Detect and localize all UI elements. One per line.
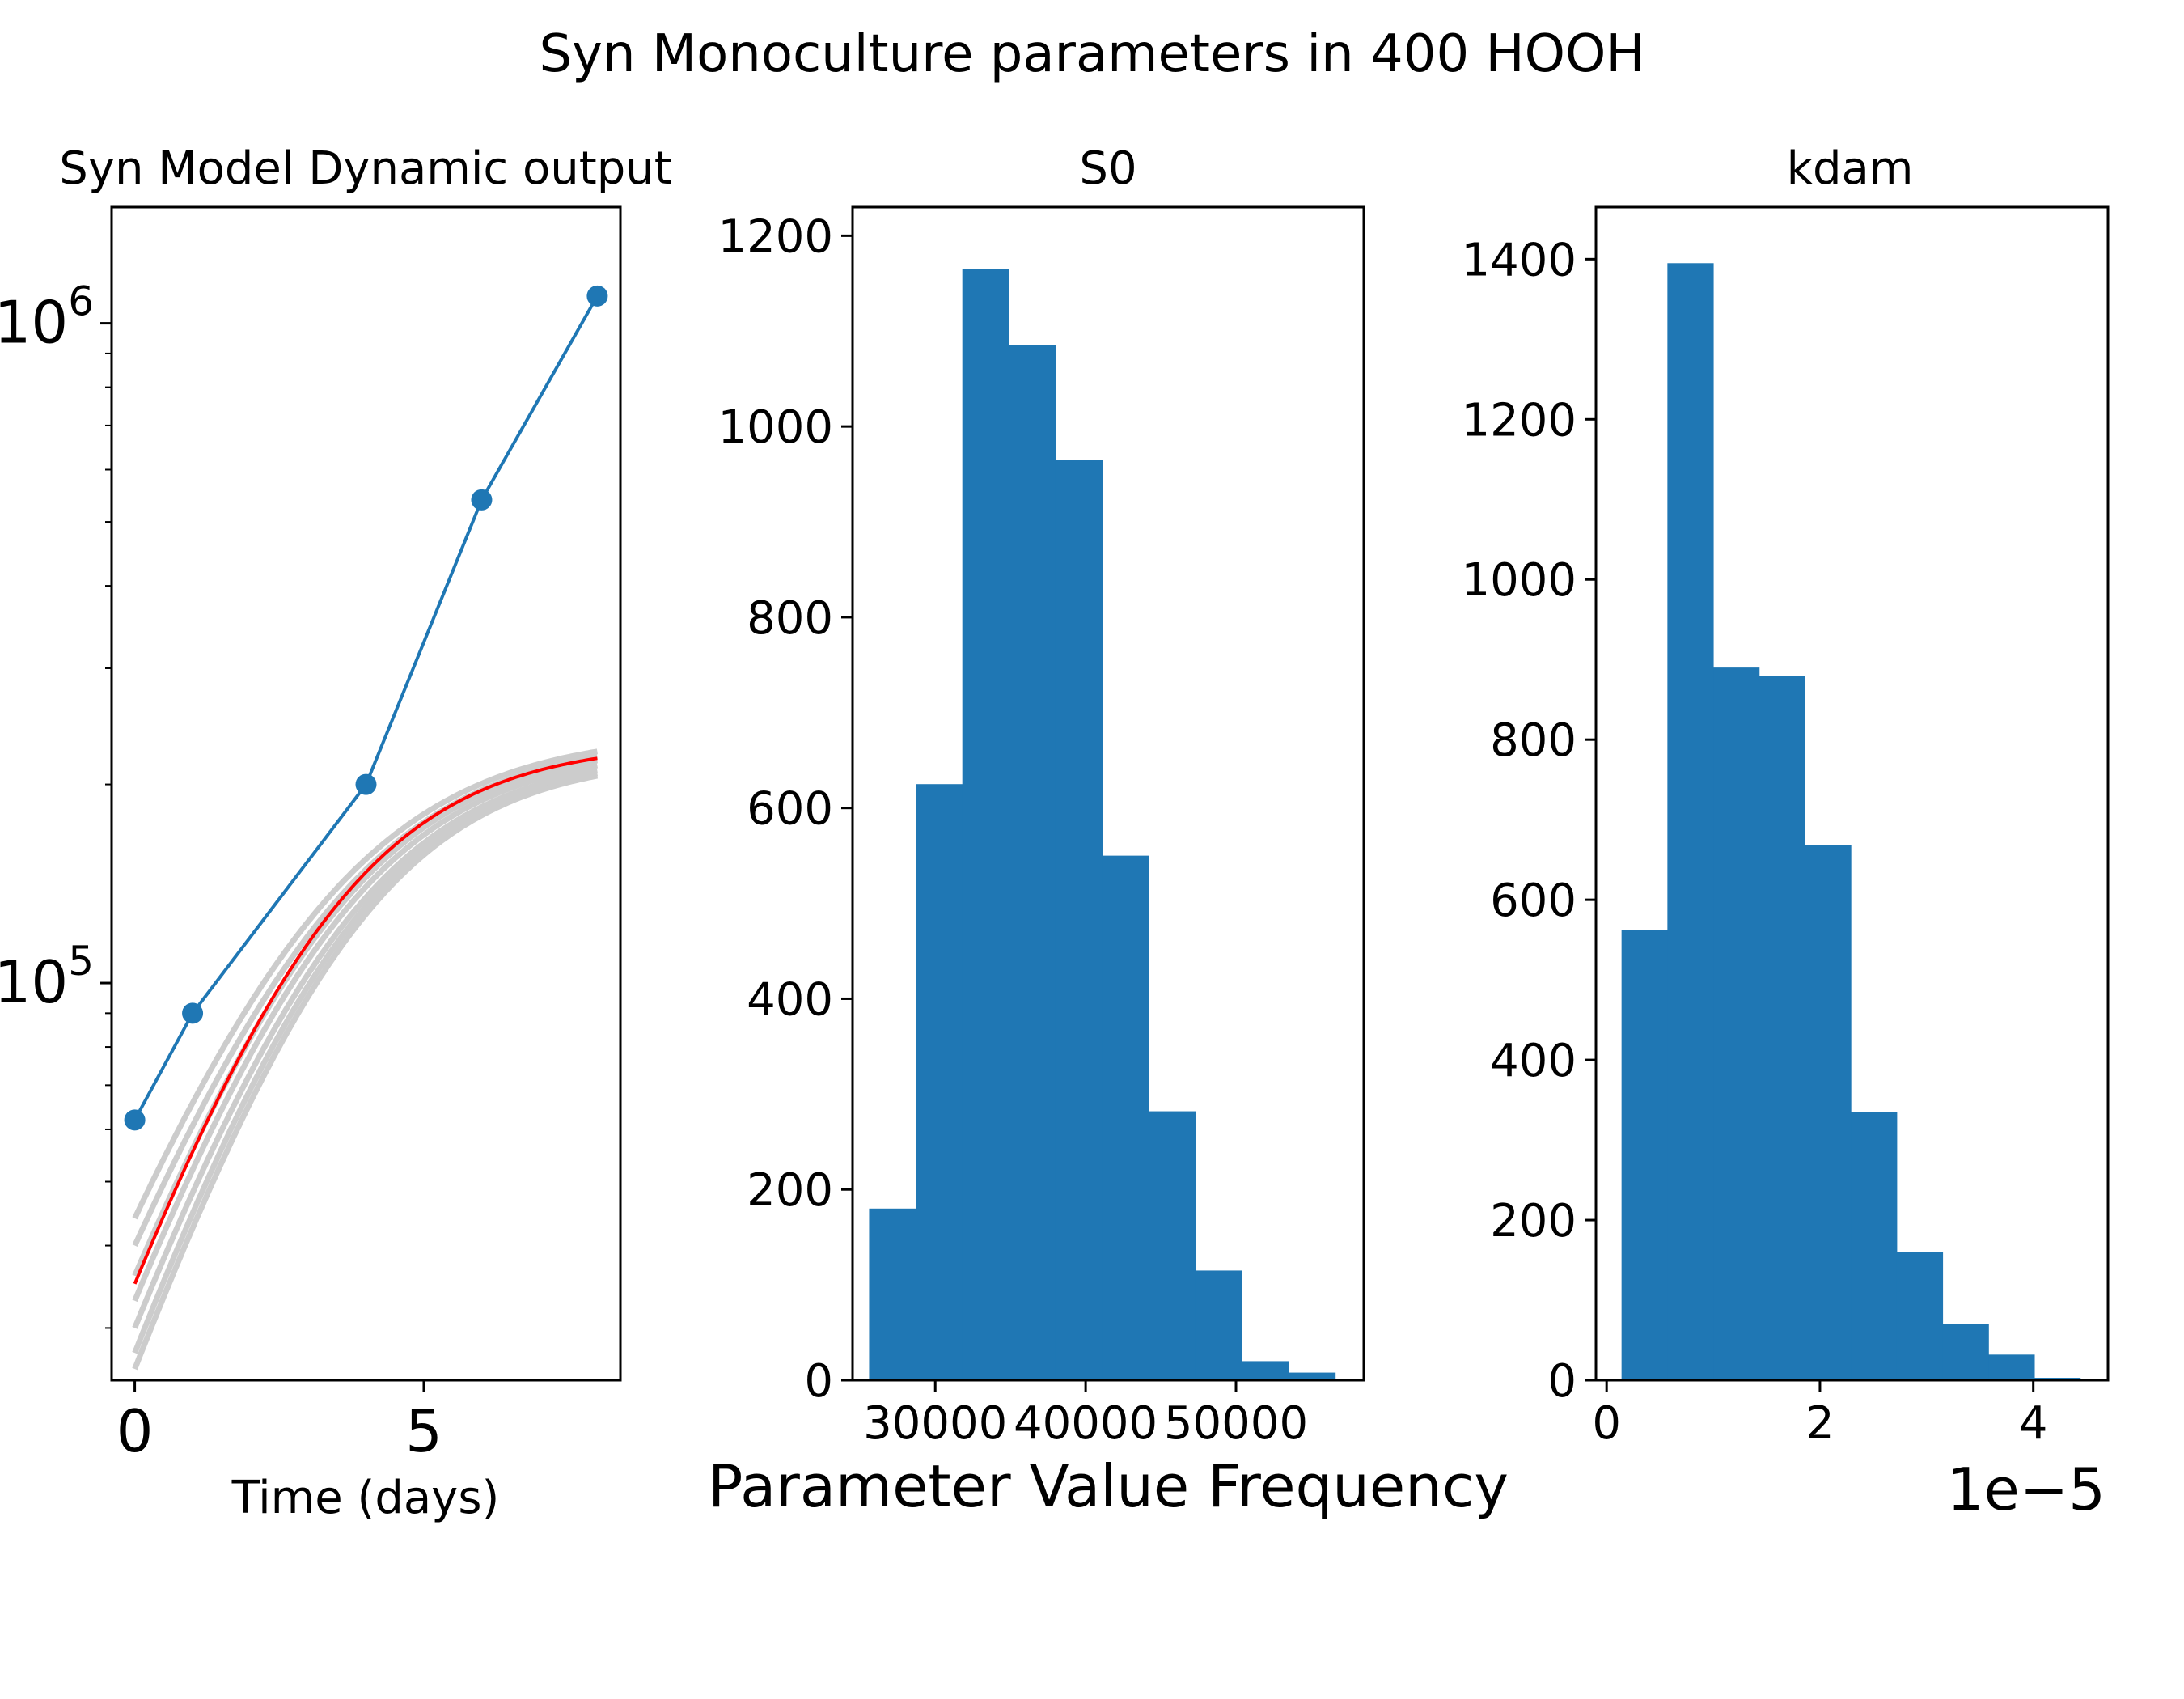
y-tick-label: 1200 xyxy=(717,210,833,263)
y-tick-label: 0 xyxy=(804,1355,833,1408)
figure-suptitle: Syn Monoculture parameters in 400 HOOH xyxy=(539,24,1644,84)
x-tick-label: 4 xyxy=(2019,1397,2048,1450)
histogram-bar xyxy=(1713,667,1760,1380)
histogram-bar xyxy=(1242,1361,1289,1380)
y-tick-label: 0 xyxy=(1547,1355,1577,1408)
y-tick-label: 400 xyxy=(747,973,833,1026)
kdam-title: kdam xyxy=(1787,142,1914,195)
histogram-bar xyxy=(1102,855,1149,1380)
s0-plot-area xyxy=(869,269,1336,1381)
histogram-bar xyxy=(1667,263,1714,1381)
x-tick-label: 30000 xyxy=(863,1397,1007,1450)
y-tick-label: 800 xyxy=(1490,714,1577,767)
histogram-bar xyxy=(1851,1112,1898,1380)
histogram-bar xyxy=(1195,1270,1242,1380)
dynamic-output-xlabel: Time (days) xyxy=(231,1472,500,1524)
x-tick-label: 40000 xyxy=(1014,1397,1158,1450)
best-fit-line xyxy=(133,756,598,1285)
ensemble-line-4 xyxy=(132,768,599,1329)
x-tick-label: 50000 xyxy=(1164,1397,1308,1450)
data-point xyxy=(355,773,377,795)
kdam-frame xyxy=(1594,205,2110,1382)
y-tick-label: 400 xyxy=(1490,1035,1577,1087)
data-line xyxy=(133,294,599,1121)
y-tick-label: 800 xyxy=(747,592,833,645)
x-tick-label: 2 xyxy=(1805,1397,1835,1450)
y-tick-label: 1000 xyxy=(717,401,833,454)
ensemble-line-5 xyxy=(132,770,599,1354)
histogram-bar xyxy=(962,269,1009,1381)
kdam-plot-area xyxy=(1621,263,2081,1381)
histogram-bar xyxy=(1805,845,1852,1380)
kdam-offset-text: 1e−5 xyxy=(1947,1455,2106,1523)
kdam-histogram-panel: kdam 0 2 4 0 200 400 600 800 1000 1200 1400 1e−5 xyxy=(1461,142,2110,1523)
histogram-bar xyxy=(1289,1372,1336,1380)
histogram-bar xyxy=(1149,1111,1196,1380)
histogram-bar xyxy=(1055,460,1103,1380)
s0-histogram-panel: S0 30000 40000 50000 0 200 400 600 800 1000 1200 xyxy=(717,142,1365,1450)
histogram-bar xyxy=(1621,930,1668,1380)
dynamic-output-ticks: 0 5 105 106 xyxy=(0,278,442,1465)
y-tick-label: 1200 xyxy=(1461,394,1577,447)
x-tick-label: 5 xyxy=(405,1397,442,1465)
histogram-bar xyxy=(869,1208,916,1380)
s0-frame xyxy=(851,205,1365,1382)
s0-ticks: 30000 40000 50000 0 200 400 600 800 1000 1200 xyxy=(717,210,1308,1450)
data-point xyxy=(124,1109,146,1131)
ensemble-line-0 xyxy=(132,748,598,1220)
s0-title: S0 xyxy=(1079,142,1136,195)
y-tick-label: 600 xyxy=(747,783,833,836)
dynamic-output-plot-area xyxy=(124,285,608,1371)
x-tick-label: 0 xyxy=(1592,1397,1621,1450)
y-tick-label: 600 xyxy=(1490,875,1577,927)
y-tick-label: 200 xyxy=(1490,1195,1577,1248)
histogram-bar xyxy=(1759,676,1805,1380)
y-tick-label: 1400 xyxy=(1461,234,1577,286)
y-tick-label: 200 xyxy=(747,1164,833,1217)
ensemble-line-3 xyxy=(132,762,599,1303)
x-tick-label: 0 xyxy=(116,1397,154,1465)
ensemble-line-6 xyxy=(132,773,599,1371)
kdam-ticks: 0 2 4 0 200 400 600 800 1000 1200 1400 xyxy=(1461,234,2047,1450)
histogram-bar xyxy=(1942,1324,1989,1380)
dynamic-output-title: Syn Model Dynamic output xyxy=(59,142,671,195)
data-point xyxy=(182,1002,204,1024)
data-point xyxy=(586,285,608,307)
histogram-bar xyxy=(1896,1252,1944,1380)
histogram-bar xyxy=(1009,345,1056,1381)
dynamic-output-frame xyxy=(110,205,622,1382)
dynamic-output-panel: Syn Model Dynamic output 0 5 105 106 Time (… xyxy=(0,142,672,1524)
histogram-bar xyxy=(916,784,963,1380)
y-tick-label: 105 xyxy=(0,938,94,1016)
y-tick-label: 1000 xyxy=(1461,554,1577,607)
data-point xyxy=(471,489,493,511)
histogram-bar xyxy=(1988,1354,2035,1380)
figure-bottom-label: Parameter Value Frequency xyxy=(708,1452,1509,1520)
y-tick-label: 106 xyxy=(0,278,94,357)
